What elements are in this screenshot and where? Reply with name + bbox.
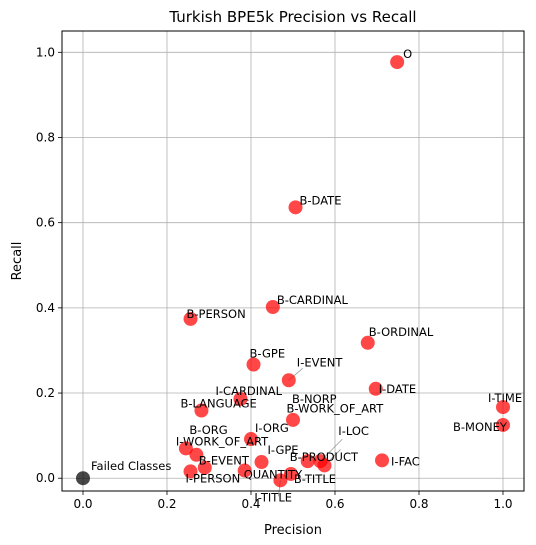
point-label: B-WORK_OF_ART bbox=[287, 401, 385, 415]
point-label: I-WORK_OF_ART bbox=[176, 434, 269, 448]
point-label: B-ORDINAL bbox=[369, 325, 434, 339]
point-label: I-DATE bbox=[379, 382, 416, 396]
point-label: I-CARDINAL bbox=[216, 384, 283, 398]
class-point bbox=[183, 311, 198, 326]
class-point bbox=[390, 55, 405, 70]
plot-frame bbox=[61, 30, 525, 492]
point-label: B-NORP bbox=[292, 392, 337, 406]
point-label: B-ORG bbox=[189, 423, 227, 437]
class-point bbox=[246, 357, 261, 372]
class-point bbox=[288, 200, 303, 215]
class-point bbox=[368, 381, 383, 396]
class-point bbox=[496, 417, 510, 432]
failed-point bbox=[76, 471, 90, 486]
y-tick-label: 0.6 bbox=[36, 216, 55, 230]
class-point bbox=[194, 403, 209, 418]
point-labels: O B-DATE B-CARDINAL B-PERSON B-ORDINAL B-GPE I… bbox=[91, 47, 522, 504]
point-label: I-EVENT bbox=[297, 355, 344, 369]
point-label: B-DATE bbox=[300, 193, 342, 207]
point-label: I-FAC bbox=[391, 454, 420, 468]
class-point bbox=[360, 335, 375, 350]
class-point bbox=[273, 473, 288, 488]
x-tick-label: 0.6 bbox=[325, 497, 344, 511]
x-tick-label: 0.8 bbox=[409, 497, 428, 511]
x-tick-label: 1.0 bbox=[493, 497, 512, 511]
point-label: I-GPE bbox=[268, 443, 299, 457]
point-label: QUANTITY bbox=[244, 468, 303, 482]
class-point bbox=[189, 447, 204, 462]
class-point bbox=[313, 454, 328, 469]
class-point bbox=[254, 455, 269, 470]
class-point bbox=[496, 400, 510, 415]
class-point bbox=[233, 392, 248, 406]
x-tick-label: 0.2 bbox=[157, 497, 176, 511]
class-point bbox=[244, 432, 258, 447]
class-point bbox=[283, 466, 298, 481]
point-label: B-MONEY bbox=[453, 420, 508, 434]
chart-title: Turkish BPE5k Precision vs Recall bbox=[168, 8, 416, 26]
class-point bbox=[286, 412, 300, 427]
point-label: I-ORG bbox=[255, 421, 289, 435]
point-label: I-PERSON bbox=[186, 471, 241, 485]
y-tick-label: 0.8 bbox=[36, 130, 55, 144]
class-point bbox=[237, 463, 252, 478]
class-point bbox=[375, 453, 390, 468]
class-point bbox=[183, 464, 198, 479]
point-label: B-PRODUCT bbox=[290, 450, 359, 464]
y-axis-label: Recall bbox=[10, 242, 25, 281]
y-tick-label: 1.0 bbox=[36, 45, 55, 59]
class-point bbox=[178, 441, 193, 456]
data-points bbox=[76, 55, 510, 488]
grid-lines bbox=[62, 31, 524, 491]
class-point bbox=[197, 460, 212, 475]
y-tick-label: 0.0 bbox=[36, 471, 55, 485]
point-label: B-GPE bbox=[250, 347, 286, 361]
point-label: I-TIME bbox=[488, 391, 522, 405]
point-label: I-LOC bbox=[338, 424, 369, 438]
y-tick-label: 0.2 bbox=[36, 386, 55, 400]
point-label: B-EVENT bbox=[199, 454, 250, 468]
failed-point-label: Failed Classes bbox=[91, 459, 171, 473]
class-point bbox=[300, 454, 315, 469]
x-axis-label: Precision bbox=[264, 523, 322, 538]
axis-ticks: 0.0 0.2 0.4 0.6 0.8 1.0 0.0 0.2 0.4 0.6 0.8 1.0 bbox=[36, 45, 513, 511]
class-point bbox=[281, 373, 296, 388]
class-point bbox=[265, 300, 280, 314]
x-tick-label: 0.0 bbox=[73, 497, 92, 511]
point-label: B-TITLE bbox=[294, 472, 336, 486]
point-label: B-CARDINAL bbox=[277, 293, 349, 307]
y-tick-label: 0.4 bbox=[36, 301, 55, 315]
point-label: I-TITLE bbox=[254, 490, 292, 504]
point-label: B-PERSON bbox=[187, 307, 246, 321]
x-tick-label: 0.4 bbox=[241, 497, 260, 511]
point-label: O bbox=[403, 47, 412, 61]
point-label: B-LANGUAGE bbox=[180, 397, 256, 411]
